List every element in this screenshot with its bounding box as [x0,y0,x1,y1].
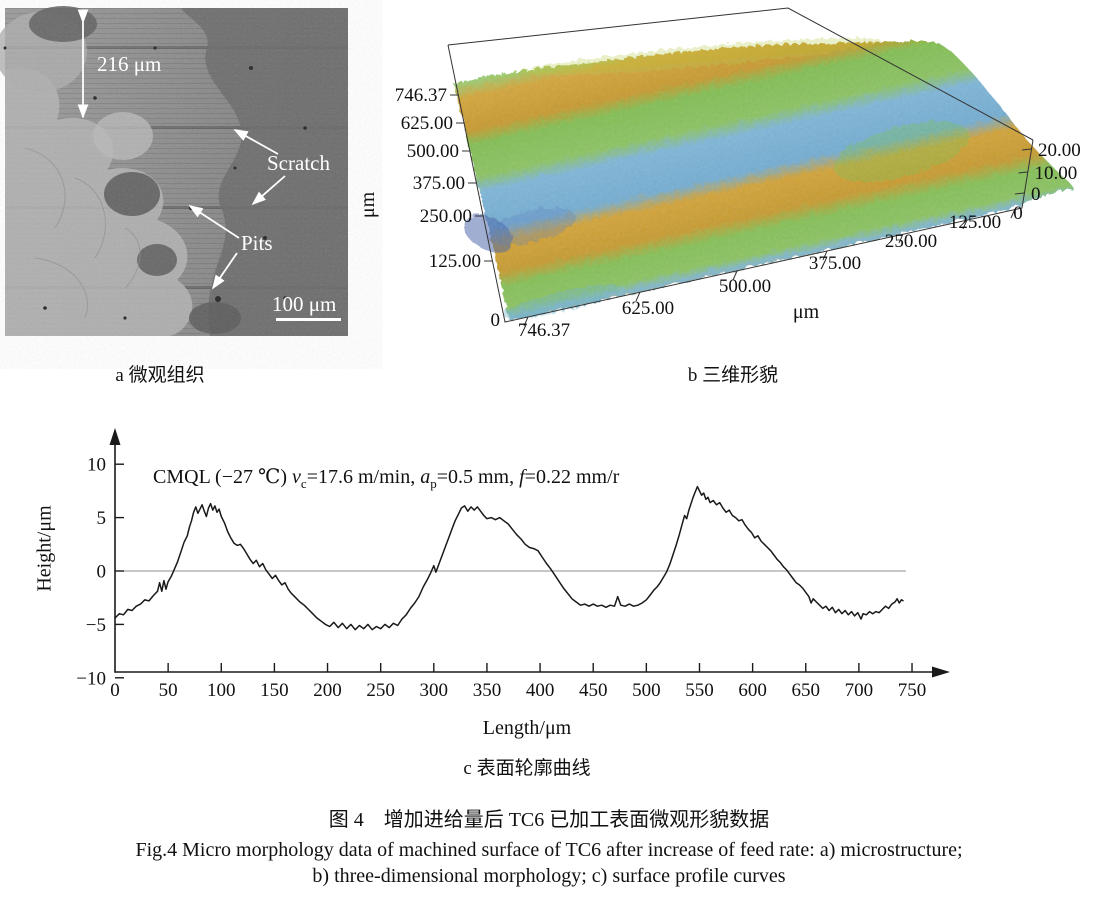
pits-arrow-down [211,252,238,290]
height-axis-tick-label: 20.00 [1038,140,1081,161]
height-axis-tick [1021,148,1032,151]
profile-curve [114,485,904,631]
length-axis-tick-label: 125.00 [429,251,481,272]
width-axis-tick-label: 500.00 [719,276,771,297]
axis-ticks-and-labels: 746.37 625.00 500.00 375.00 250.00 125.00 0 μm 7… [357,85,1081,341]
y-axis-label: Height/μm [33,505,56,592]
subscript-c: c [300,476,307,491]
y-axis-arrow [109,428,121,445]
pits-label: Pits [241,231,273,255]
width-axis-tick-label: 0 [1013,203,1023,224]
width-axis-tick [898,233,904,244]
width-axis-tick [732,270,738,281]
value-f: =0.22 mm/r [524,466,620,488]
width-axis-tick-label: 375.00 [809,253,861,274]
x-tick-label: 50 [159,680,178,701]
scalebar [276,318,341,321]
pits-arrow-up [188,205,240,239]
height-axis-tick [1014,192,1025,195]
panel-c-caption: c 表面轮廓曲线 [463,758,591,779]
length-axis-tick-label: 250.00 [420,206,472,227]
x-axis-label: Length/μm [482,717,572,739]
width-axis-unit: μm [793,301,820,323]
width-axis-tick-label: 746.37 [518,320,570,341]
noise-overlay [5,8,348,336]
length-axis-tick-label: 746.37 [395,85,447,106]
width-axis-tick [635,291,641,302]
width-axis-tick [523,316,529,327]
x-tick-label: 0 [110,680,120,701]
width-axis-tick [822,250,828,261]
x-axis-arrow [932,666,950,678]
x-tick-label: 750 [898,680,927,701]
x-tick-label: 250 [366,680,395,701]
panel-a-caption: a 微观组织 [115,365,205,386]
length-axis-origin-label: 0 [491,310,501,331]
panel-b-caption: b 三维形貌 [687,365,779,386]
scratch-label: Scratch [267,151,330,175]
x-tick-label: 150 [260,680,289,701]
figure-caption-en-line1: Fig.4 Micro morphology data of machined … [135,839,963,861]
axes-box [447,7,1034,323]
y-tick-label: −10 [76,668,106,689]
width-axis-tick-label: 250.00 [885,231,937,252]
length-axis-tick-label: 625.00 [401,113,453,134]
symbol-a: a [420,466,431,488]
micrograph-image: 216 μm Scratch Pits 100 μm [0,6,348,336]
length-axis-tick-label: 375.00 [413,173,465,194]
value-vc: =17.6 m/min, [306,466,421,488]
height-axis-tick-label: 0 [1031,184,1041,205]
width-axis-tick [962,219,968,230]
x-tick-label: 700 [845,680,874,701]
thickness-label: 216 μm [97,52,161,76]
width-axis-tick [1010,208,1016,219]
micrograph-overlay: 216 μm Scratch Pits 100 μm [0,6,348,336]
scratch-arrow-up [233,129,279,155]
length-axis-tick-label: 500.00 [407,141,459,162]
subscript-p: p [430,476,437,491]
x-tick-label: 400 [526,680,555,701]
symbol-v: v [292,466,301,488]
x-tick-label: 500 [632,680,661,701]
height-axis-tick-label: 10.00 [1035,163,1078,184]
scratch-arrow-down [251,175,286,206]
x-tick-label: 200 [313,680,342,701]
height-axis-tick [1018,171,1028,174]
x-tick-label: 100 [207,680,236,701]
width-axis-tick-label: 125.00 [949,212,1001,233]
symbol-f: f [519,466,525,488]
y-tick-label: 10 [87,455,106,476]
x-tick-label: 350 [473,680,502,701]
figure-caption-en-line2: b) three-dimensional morphology; c) surf… [312,865,786,887]
y-tick-label: 0 [97,562,107,583]
x-tick-label: 600 [738,680,767,701]
ridge-highlight [520,36,880,74]
chart-annotation: CMQL (−27 ℃) vc=17.6 m/min, ap=0.5 mm, f… [153,464,619,492]
value-ap: =0.5 mm, [436,466,520,488]
y-tick-label: −5 [86,615,106,636]
length-axis-unit: μm [357,191,379,218]
x-tick-label: 450 [579,680,608,701]
y-tick-label: 5 [97,508,107,529]
x-tick-label: 550 [685,680,714,701]
figure-caption-zh: 图 4 增加进给量后 TC6 已加工表面微观形貌数据 [328,809,770,831]
surface-3d-plot: 746.37 625.00 500.00 375.00 250.00 125.00 0 μm 7… [357,7,1081,341]
scalebar-label: 100 μm [272,292,336,316]
annotation-prefix: CMQL (−27 ℃) [153,466,293,488]
x-tick-label: 650 [792,680,821,701]
x-tick-label: 300 [420,680,449,701]
width-axis-tick-label: 625.00 [622,298,674,319]
